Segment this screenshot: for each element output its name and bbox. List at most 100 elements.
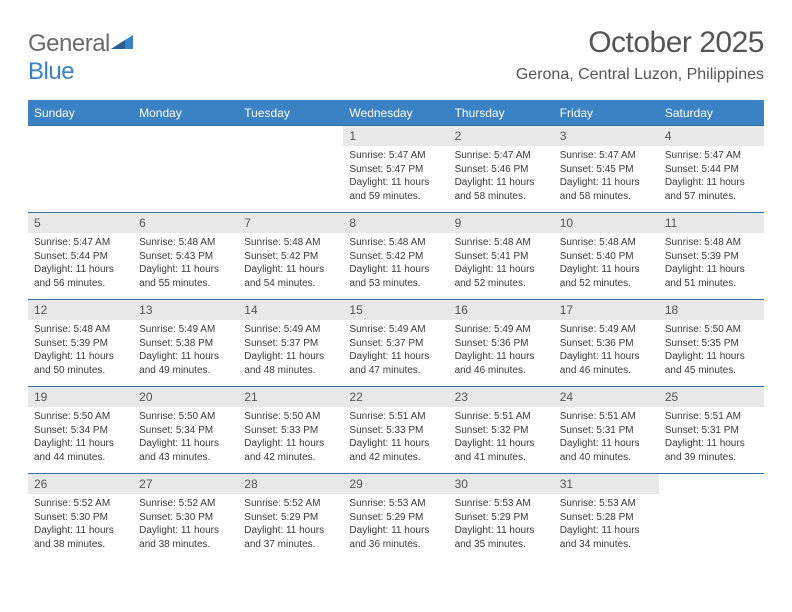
sunset-line: Sunset: 5:44 PM	[34, 250, 127, 264]
day-cell: 8Sunrise: 5:48 AMSunset: 5:42 PMDaylight…	[343, 213, 448, 299]
daylight-line: Daylight: 11 hours and 38 minutes.	[34, 524, 127, 551]
weekday-label: Thursday	[449, 101, 554, 125]
weekday-label: Wednesday	[343, 101, 448, 125]
weekday-label: Monday	[133, 101, 238, 125]
daylight-line: Daylight: 11 hours and 49 minutes.	[139, 350, 232, 377]
daylight-line: Daylight: 11 hours and 55 minutes.	[139, 263, 232, 290]
daylight-line: Daylight: 11 hours and 58 minutes.	[455, 176, 548, 203]
daylight-line: Daylight: 11 hours and 39 minutes.	[665, 437, 758, 464]
day-number: 31	[554, 474, 659, 494]
sunset-line: Sunset: 5:37 PM	[244, 337, 337, 351]
day-cell	[238, 126, 343, 212]
sunset-line: Sunset: 5:36 PM	[455, 337, 548, 351]
sunset-line: Sunset: 5:29 PM	[244, 511, 337, 525]
sunrise-line: Sunrise: 5:49 AM	[139, 323, 232, 337]
day-cell: 13Sunrise: 5:49 AMSunset: 5:38 PMDayligh…	[133, 300, 238, 386]
sunset-line: Sunset: 5:42 PM	[244, 250, 337, 264]
daylight-line: Daylight: 11 hours and 40 minutes.	[560, 437, 653, 464]
day-cell: 1Sunrise: 5:47 AMSunset: 5:47 PMDaylight…	[343, 126, 448, 212]
day-number: 21	[238, 387, 343, 407]
sunset-line: Sunset: 5:33 PM	[244, 424, 337, 438]
daylight-line: Daylight: 11 hours and 53 minutes.	[349, 263, 442, 290]
daylight-line: Daylight: 11 hours and 50 minutes.	[34, 350, 127, 377]
daylight-line: Daylight: 11 hours and 54 minutes.	[244, 263, 337, 290]
day-cell: 25Sunrise: 5:51 AMSunset: 5:31 PMDayligh…	[659, 387, 764, 473]
daylight-line: Daylight: 11 hours and 52 minutes.	[455, 263, 548, 290]
daylight-line: Daylight: 11 hours and 34 minutes.	[560, 524, 653, 551]
day-number: 25	[659, 387, 764, 407]
sunrise-line: Sunrise: 5:48 AM	[560, 236, 653, 250]
sunset-line: Sunset: 5:34 PM	[139, 424, 232, 438]
day-cell: 31Sunrise: 5:53 AMSunset: 5:28 PMDayligh…	[554, 474, 659, 560]
daylight-line: Daylight: 11 hours and 42 minutes.	[349, 437, 442, 464]
weekday-label: Sunday	[28, 101, 133, 125]
sunrise-line: Sunrise: 5:50 AM	[665, 323, 758, 337]
day-cell: 24Sunrise: 5:51 AMSunset: 5:31 PMDayligh…	[554, 387, 659, 473]
weeks-container: 1Sunrise: 5:47 AMSunset: 5:47 PMDaylight…	[28, 125, 764, 560]
sunrise-line: Sunrise: 5:50 AM	[34, 410, 127, 424]
day-cell: 9Sunrise: 5:48 AMSunset: 5:41 PMDaylight…	[449, 213, 554, 299]
day-cell: 5 Sunrise: 5:47 AMSunset: 5:44 PMDaylight…	[28, 213, 133, 299]
week-row: 12Sunrise: 5:48 AMSunset: 5:39 PMDayligh…	[28, 299, 764, 386]
day-number: 20	[133, 387, 238, 407]
sunset-line: Sunset: 5:44 PM	[665, 163, 758, 177]
day-cell: 16Sunrise: 5:49 AMSunset: 5:36 PMDayligh…	[449, 300, 554, 386]
daylight-line: Daylight: 11 hours and 35 minutes.	[455, 524, 548, 551]
day-cell: 15Sunrise: 5:49 AMSunset: 5:37 PMDayligh…	[343, 300, 448, 386]
sunrise-line: Sunrise: 5:47 AM	[34, 236, 127, 250]
day-number: 2	[449, 126, 554, 146]
daylight-line: Daylight: 11 hours and 37 minutes.	[244, 524, 337, 551]
day-cell: 14Sunrise: 5:49 AMSunset: 5:37 PMDayligh…	[238, 300, 343, 386]
sunrise-line: Sunrise: 5:47 AM	[560, 149, 653, 163]
page-subtitle: Gerona, Central Luzon, Philippines	[516, 66, 764, 84]
day-cell: 6Sunrise: 5:48 AMSunset: 5:43 PMDaylight…	[133, 213, 238, 299]
day-number: 14	[238, 300, 343, 320]
daylight-line: Daylight: 11 hours and 46 minutes.	[560, 350, 653, 377]
sunset-line: Sunset: 5:40 PM	[560, 250, 653, 264]
day-cell: 28Sunrise: 5:52 AMSunset: 5:29 PMDayligh…	[238, 474, 343, 560]
sunrise-line: Sunrise: 5:50 AM	[244, 410, 337, 424]
day-cell: 22Sunrise: 5:51 AMSunset: 5:33 PMDayligh…	[343, 387, 448, 473]
sunrise-line: Sunrise: 5:48 AM	[665, 236, 758, 250]
sunset-line: Sunset: 5:35 PM	[665, 337, 758, 351]
day-cell: 18Sunrise: 5:50 AMSunset: 5:35 PMDayligh…	[659, 300, 764, 386]
calendar: Sunday Monday Tuesday Wednesday Thursday…	[28, 100, 764, 560]
sunrise-line: Sunrise: 5:51 AM	[560, 410, 653, 424]
sunrise-line: Sunrise: 5:51 AM	[665, 410, 758, 424]
daylight-line: Daylight: 11 hours and 43 minutes.	[139, 437, 232, 464]
week-row: 26Sunrise: 5:52 AMSunset: 5:30 PMDayligh…	[28, 473, 764, 560]
sunset-line: Sunset: 5:34 PM	[34, 424, 127, 438]
day-cell: 10Sunrise: 5:48 AMSunset: 5:40 PMDayligh…	[554, 213, 659, 299]
sunset-line: Sunset: 5:43 PM	[139, 250, 232, 264]
daylight-line: Daylight: 11 hours and 41 minutes.	[455, 437, 548, 464]
logo-word-blue: Blue	[28, 58, 74, 85]
sunrise-line: Sunrise: 5:53 AM	[455, 497, 548, 511]
logo-triangle-icon	[111, 38, 135, 55]
daylight-line: Daylight: 11 hours and 52 minutes.	[560, 263, 653, 290]
sunrise-line: Sunrise: 5:53 AM	[349, 497, 442, 511]
logo-word-general: General	[28, 30, 110, 57]
day-number: 11	[659, 213, 764, 233]
day-number: 3	[554, 126, 659, 146]
sunset-line: Sunset: 5:31 PM	[560, 424, 653, 438]
day-cell: 27Sunrise: 5:52 AMSunset: 5:30 PMDayligh…	[133, 474, 238, 560]
day-cell: 20Sunrise: 5:50 AMSunset: 5:34 PMDayligh…	[133, 387, 238, 473]
day-cell	[133, 126, 238, 212]
sunrise-line: Sunrise: 5:53 AM	[560, 497, 653, 511]
sunrise-line: Sunrise: 5:52 AM	[34, 497, 127, 511]
daylight-line: Daylight: 11 hours and 51 minutes.	[665, 263, 758, 290]
day-number: 6	[133, 213, 238, 233]
sunrise-line: Sunrise: 5:51 AM	[455, 410, 548, 424]
sunrise-line: Sunrise: 5:48 AM	[34, 323, 127, 337]
sunset-line: Sunset: 5:30 PM	[34, 511, 127, 525]
daylight-line: Daylight: 11 hours and 56 minutes.	[34, 263, 127, 290]
day-cell: 19Sunrise: 5:50 AMSunset: 5:34 PMDayligh…	[28, 387, 133, 473]
sunset-line: Sunset: 5:45 PM	[560, 163, 653, 177]
sunset-line: Sunset: 5:42 PM	[349, 250, 442, 264]
page-title: October 2025	[516, 26, 764, 60]
day-number: 28	[238, 474, 343, 494]
day-number: 5	[28, 213, 133, 233]
daylight-line: Daylight: 11 hours and 46 minutes.	[455, 350, 548, 377]
header: General Blue October 2025 Gerona, Centra…	[28, 26, 764, 86]
sunset-line: Sunset: 5:41 PM	[455, 250, 548, 264]
